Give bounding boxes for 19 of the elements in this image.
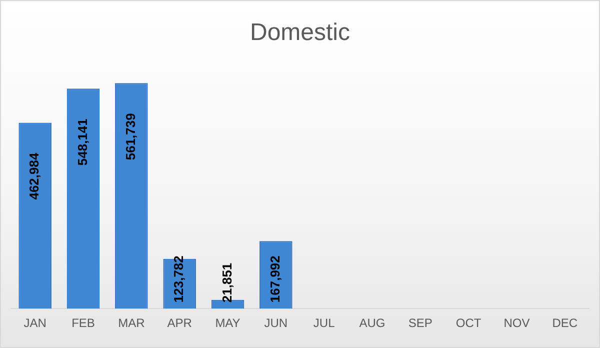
x-tick-label: NOV bbox=[504, 316, 530, 330]
data-label: 167,992 bbox=[267, 256, 282, 303]
data-label: 123,782 bbox=[171, 256, 186, 303]
data-label: 548,141 bbox=[74, 118, 90, 166]
x-tick-label: APR bbox=[167, 316, 192, 330]
data-label: 21,851 bbox=[219, 262, 234, 303]
x-tick-label: SEP bbox=[408, 316, 432, 330]
x-tick-label: OCT bbox=[456, 316, 482, 330]
x-tick-label: MAR bbox=[118, 316, 146, 330]
x-tick-label: MAY bbox=[215, 316, 240, 330]
chart-title: Domestic bbox=[250, 19, 350, 46]
x-tick-label: JUL bbox=[313, 316, 336, 330]
x-tick-label: JAN bbox=[24, 316, 46, 330]
x-tick-label: FEB bbox=[72, 316, 95, 330]
data-label: 561,739 bbox=[122, 113, 138, 160]
x-tick-label: DEC bbox=[552, 316, 578, 330]
data-label: 462,984 bbox=[26, 152, 42, 200]
x-tick-label: AUG bbox=[359, 316, 386, 330]
x-tick-label: JUN bbox=[264, 316, 288, 330]
